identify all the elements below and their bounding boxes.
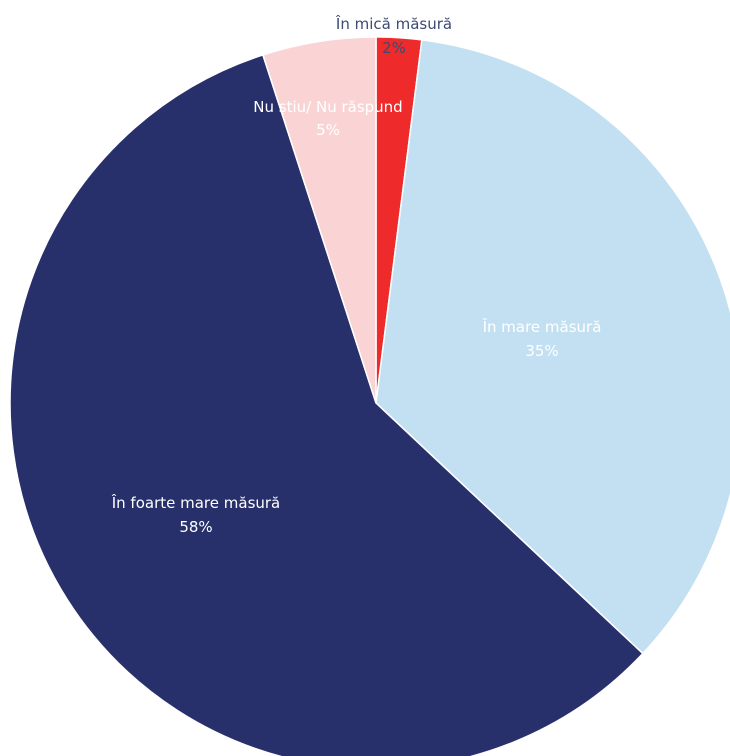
slice-category-label: În mare măsură [482,317,602,336]
pie-slices [9,36,730,756]
slice-category-label: Nu știu/ Nu răspund [253,98,402,116]
slice-value-label: 5% [316,121,340,139]
slice-value-label: 35% [525,342,558,360]
slice-value-label: 2% [382,39,406,57]
slice-category-label: În mică măsură [335,14,452,33]
pie-labels: În mică măsură 2% În mare măsură 35% În foar… [111,14,602,536]
pie-slice [375,39,730,655]
slice-category-label: În foarte mare măsură [111,493,281,512]
pie-slice [261,36,377,404]
slice-value-label: 58% [179,518,212,536]
